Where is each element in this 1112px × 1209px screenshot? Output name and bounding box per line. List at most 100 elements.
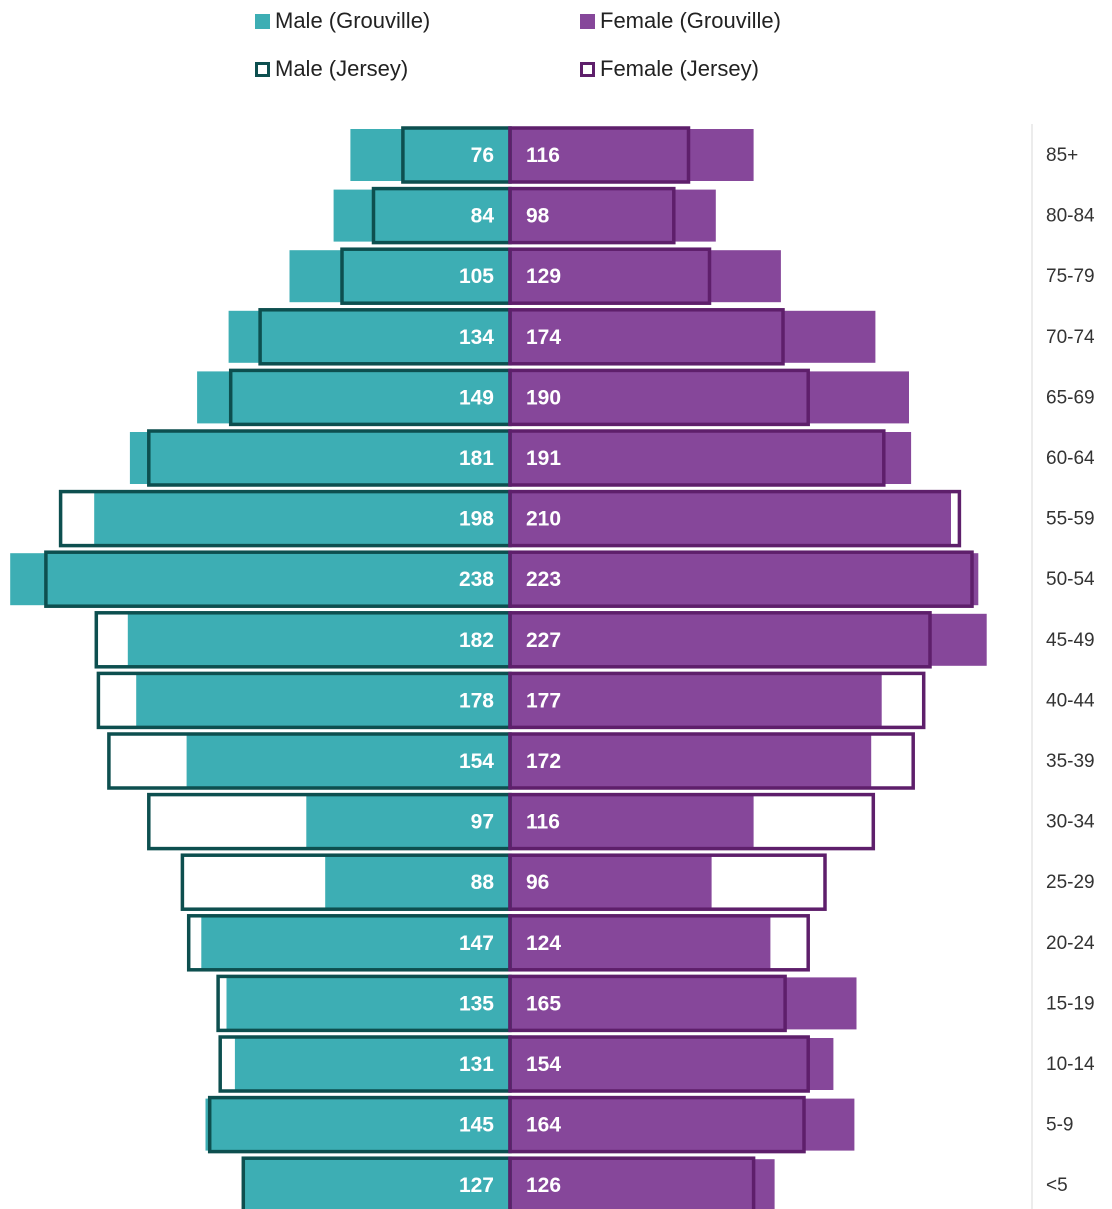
category-label: 80-84 bbox=[1046, 206, 1095, 227]
data-label-female: 116 bbox=[526, 144, 560, 167]
legend-label-male-grouville: Male (Grouville) bbox=[275, 8, 431, 33]
bar-male-grouville bbox=[234, 1038, 510, 1090]
bar-male-grouville bbox=[10, 553, 510, 606]
legend-swatch-male-jersey bbox=[255, 61, 270, 77]
category-label: 30-34 bbox=[1046, 812, 1095, 833]
bar-female-jersey bbox=[508, 429, 886, 487]
data-label-female: 96 bbox=[526, 871, 549, 894]
bar-male-grouville bbox=[243, 1159, 511, 1209]
bar-male-grouville bbox=[333, 189, 510, 242]
data-label-male: 127 bbox=[459, 1174, 494, 1197]
data-label-female: 227 bbox=[526, 629, 561, 652]
bar-male-grouville bbox=[197, 371, 510, 424]
category-label: 25-29 bbox=[1046, 872, 1095, 893]
bar-female-grouville bbox=[510, 432, 912, 484]
legend-label-female-grouville: Female (Grouville) bbox=[600, 8, 781, 33]
bar-female-jersey bbox=[508, 1095, 806, 1154]
bar-female-jersey bbox=[508, 126, 691, 184]
data-label-female: 98 bbox=[526, 205, 550, 228]
category-label: 40-44 bbox=[1046, 690, 1095, 711]
category-label: <5 bbox=[1046, 1175, 1068, 1196]
bar-female-grouville bbox=[510, 553, 979, 606]
legend-label-male-jersey: Male (Jersey) bbox=[275, 56, 409, 81]
data-label-male: 147 bbox=[459, 932, 494, 955]
bar-female-jersey bbox=[508, 671, 926, 730]
bar-female-grouville bbox=[510, 977, 857, 1030]
bar-male-grouville bbox=[226, 977, 510, 1030]
data-label-female: 165 bbox=[526, 992, 561, 1015]
category-label: 5-9 bbox=[1046, 1115, 1073, 1136]
bar-male-grouville bbox=[325, 856, 510, 909]
bar-female-grouville bbox=[510, 371, 909, 424]
data-label-female: 177 bbox=[526, 689, 561, 712]
data-label-male: 135 bbox=[459, 992, 494, 1015]
data-label-male: 88 bbox=[471, 871, 495, 894]
data-label-female: 116 bbox=[526, 811, 560, 834]
category-label: 15-19 bbox=[1046, 993, 1095, 1014]
data-label-male: 154 bbox=[459, 750, 494, 773]
category-label: 60-64 bbox=[1046, 448, 1095, 469]
category-label: 85+ bbox=[1046, 145, 1078, 166]
bar-female-grouville bbox=[510, 129, 754, 181]
bar-female-jersey bbox=[508, 308, 785, 366]
bar-female-grouville bbox=[510, 856, 712, 909]
data-label-female: 190 bbox=[526, 386, 561, 409]
category-label: 65-69 bbox=[1046, 387, 1095, 408]
bar-male-grouville bbox=[94, 492, 510, 545]
bar-female-grouville bbox=[510, 1159, 775, 1209]
category-label: 35-39 bbox=[1046, 751, 1095, 772]
bar-female-grouville bbox=[510, 1098, 855, 1151]
data-label-female: 210 bbox=[526, 508, 561, 531]
data-label-male: 198 bbox=[459, 508, 494, 531]
bar-male-grouville bbox=[186, 735, 510, 787]
legend-swatch-female-jersey bbox=[580, 61, 595, 77]
legend-item-female-jersey: Female (Jersey) bbox=[580, 56, 759, 82]
bar-male-grouville bbox=[289, 250, 510, 303]
data-label-female: 174 bbox=[526, 326, 561, 349]
bar-female-jersey bbox=[508, 186, 676, 245]
bar-female-grouville bbox=[510, 674, 882, 727]
data-label-male: 182 bbox=[459, 629, 494, 652]
bar-female-jersey bbox=[508, 1156, 756, 1209]
data-label-female: 154 bbox=[526, 1053, 561, 1076]
bar-female-jersey bbox=[508, 489, 962, 548]
bar-female-grouville bbox=[510, 250, 781, 303]
data-label-male: 97 bbox=[471, 811, 494, 834]
data-label-male: 84 bbox=[471, 205, 495, 228]
category-label: 75-79 bbox=[1046, 266, 1095, 287]
data-label-female: 129 bbox=[526, 265, 561, 288]
category-label: 55-59 bbox=[1046, 509, 1095, 530]
data-label-male: 134 bbox=[459, 326, 494, 349]
bar-female-jersey bbox=[508, 732, 915, 790]
data-label-female: 124 bbox=[526, 932, 561, 955]
bar-male-grouville bbox=[201, 916, 511, 969]
bar-female-grouville bbox=[510, 189, 716, 242]
bar-female-grouville bbox=[510, 735, 872, 787]
data-label-female: 126 bbox=[526, 1174, 561, 1197]
legend: Male (Grouville) Female (Grouville) Male… bbox=[0, 0, 1112, 100]
bar-female-jersey bbox=[508, 247, 712, 305]
bar-female-jersey bbox=[508, 974, 787, 1033]
data-label-male: 178 bbox=[459, 689, 494, 712]
data-label-male: 145 bbox=[459, 1114, 494, 1137]
data-label-male: 238 bbox=[459, 568, 494, 591]
bar-female-grouville bbox=[510, 613, 987, 666]
legend-item-male-jersey: Male (Jersey) bbox=[255, 56, 408, 82]
data-label-male: 105 bbox=[459, 265, 494, 288]
bar-male-grouville bbox=[136, 674, 510, 727]
data-label-male: 131 bbox=[459, 1053, 494, 1076]
legend-item-male-grouville: Male (Grouville) bbox=[255, 8, 430, 34]
bar-female-grouville bbox=[510, 795, 754, 848]
legend-item-female-grouville: Female (Grouville) bbox=[580, 8, 781, 34]
category-label: 20-24 bbox=[1046, 933, 1095, 954]
bar-female-jersey bbox=[508, 611, 932, 669]
category-label: 50-54 bbox=[1046, 569, 1095, 590]
data-label-female: 223 bbox=[526, 568, 561, 591]
category-label: 10-14 bbox=[1046, 1054, 1095, 1075]
bar-male-grouville bbox=[127, 613, 511, 666]
legend-swatch-male-grouville bbox=[255, 13, 270, 29]
bar-female-grouville bbox=[510, 916, 771, 969]
legend-swatch-female-grouville bbox=[580, 13, 595, 29]
bar-male-grouville bbox=[228, 310, 510, 363]
